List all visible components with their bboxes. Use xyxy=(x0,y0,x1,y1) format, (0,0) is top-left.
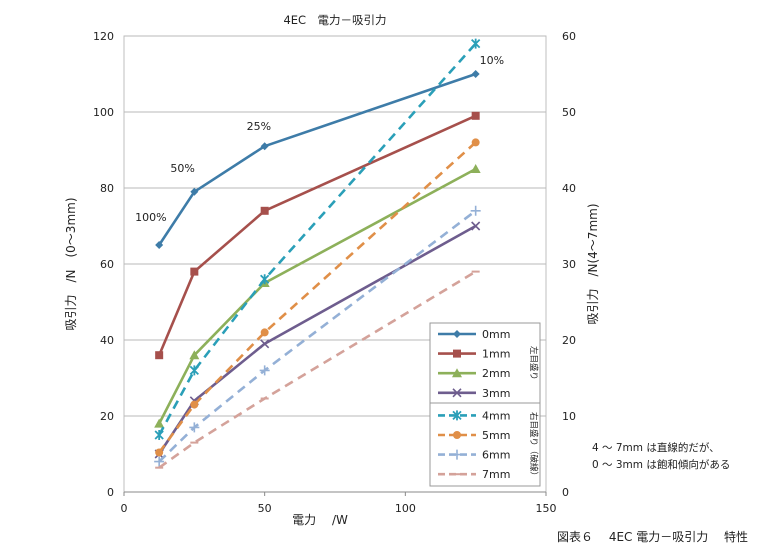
observation-note: 4 ～ 7mm は直線的だが、 0 ～ 3mm は飽和傾向がある xyxy=(592,440,730,474)
y-left-tick-label: 40 xyxy=(100,334,114,347)
legend-box xyxy=(429,322,541,487)
series-6mm-point xyxy=(470,205,481,216)
series-5mm-point xyxy=(260,328,269,337)
legend-group-right-label: 右目盛り（破線） xyxy=(528,412,539,480)
series-5mm-point xyxy=(190,400,199,409)
series-1mm-point xyxy=(471,111,480,120)
legend-item-4mm: 4mm xyxy=(438,409,510,422)
legend-item-6mm: 6mm xyxy=(438,449,510,462)
legend-marker xyxy=(452,368,462,378)
x-tick-label: 50 xyxy=(258,502,272,515)
y-left-tick-label: 20 xyxy=(100,410,114,423)
x-tick-label: 150 xyxy=(536,502,557,515)
legend-group-left-label: 左目盛り xyxy=(528,346,539,380)
annotation-label: 100% xyxy=(135,211,166,224)
x-axis-label: 電力 /W xyxy=(292,513,348,527)
y-right-axis-label: 吸引力 /N(4～7mm) xyxy=(586,203,600,324)
series-2mm-point xyxy=(154,418,165,428)
legend-item-3mm: 3mm xyxy=(438,387,510,400)
series-0mm-line xyxy=(158,72,477,246)
series-3mm-point xyxy=(471,221,481,231)
annotation-label: 50% xyxy=(170,162,194,175)
legend-item-2mm: 2mm xyxy=(438,367,510,380)
legend-item-1mm: 1mm xyxy=(438,348,510,361)
legend-label: 7mm xyxy=(482,468,510,481)
series-3mm-point xyxy=(260,339,270,349)
series-5mm-line xyxy=(158,141,477,454)
series-4mm-point xyxy=(154,430,164,440)
y-left-tick-label: 0 xyxy=(107,486,114,499)
observation-note-line-1: 4 ～ 7mm は直線的だが、 xyxy=(592,442,720,454)
series-0mm-point xyxy=(260,142,269,151)
legend-label: 4mm xyxy=(482,409,510,422)
legend-marker xyxy=(453,431,461,439)
y-left-tick-label: 100 xyxy=(93,106,114,119)
series-7mm-line xyxy=(158,270,477,469)
legend-marker xyxy=(453,349,461,358)
series-5mm-point xyxy=(155,448,164,457)
series-2mm-point xyxy=(470,164,481,173)
legend-marker xyxy=(452,410,462,421)
series-4mm-point xyxy=(471,38,481,49)
series-5mm-point xyxy=(471,138,480,147)
y-right-tick-label: 10 xyxy=(562,410,576,423)
chart-title: 4EC 電力－吸引力 xyxy=(283,13,386,27)
y-right-tick-label: 30 xyxy=(562,258,576,271)
legend-marker xyxy=(453,330,461,338)
y-right-tick-label: 0 xyxy=(562,486,569,499)
legend-item-7mm: 7mm xyxy=(438,468,510,481)
series-6mm-point xyxy=(259,365,270,376)
series-2mm-line xyxy=(158,167,477,425)
series-4mm-line xyxy=(158,42,477,436)
y-right-tick-label: 50 xyxy=(562,106,576,119)
series-6mm-line xyxy=(158,209,477,463)
legend-label: 5mm xyxy=(482,429,510,442)
legend-label: 3mm xyxy=(482,387,510,400)
series-1mm-point xyxy=(190,267,199,276)
observation-note-line-2: 0 ～ 3mm は飽和傾向がある xyxy=(592,459,731,471)
legend-label: 0mm xyxy=(482,328,510,341)
series-0mm-point xyxy=(471,70,480,78)
y-left-tick-label: 80 xyxy=(100,182,114,195)
x-tick-label: 100 xyxy=(395,502,416,515)
y-right-tick-label: 20 xyxy=(562,334,576,347)
legend-label: 1mm xyxy=(482,348,510,361)
y-left-tick-label: 120 xyxy=(93,30,114,43)
legend-item-5mm: 5mm xyxy=(438,429,510,442)
legend-marker xyxy=(452,388,462,398)
legend-marker xyxy=(452,449,462,460)
series-4mm xyxy=(154,38,481,440)
series-0mm-point xyxy=(155,241,164,249)
series-4mm-point xyxy=(260,274,270,285)
series-7mm xyxy=(155,270,480,469)
legend-label: 6mm xyxy=(482,449,510,462)
series-6mm xyxy=(154,205,481,467)
series-6mm-point xyxy=(189,422,200,433)
figure-caption: 図表６ 4EC 電力－吸引力 特性 xyxy=(557,530,749,544)
series-5mm xyxy=(155,138,480,457)
y-left-axis-label: 吸引力 /N (0～3mm) xyxy=(64,197,78,330)
series-4mm-point xyxy=(189,365,199,376)
series-1mm-line xyxy=(157,114,477,356)
annotation-label: 25% xyxy=(247,120,271,133)
series-0mm xyxy=(155,70,480,249)
y-left-tick-label: 60 xyxy=(100,258,114,271)
x-tick-label: 0 xyxy=(121,502,128,515)
legend-label: 2mm xyxy=(482,367,510,380)
series-6mm-point xyxy=(154,456,165,467)
legend-item-0mm: 0mm xyxy=(438,328,510,341)
series-1mm xyxy=(155,111,480,360)
series-2mm-point xyxy=(189,350,200,360)
annotation-label: 10% xyxy=(480,54,504,67)
series-1mm-point xyxy=(155,351,164,360)
series-0mm-point xyxy=(190,187,199,196)
y-right-tick-label: 60 xyxy=(562,30,576,43)
y-right-tick-label: 40 xyxy=(562,182,576,195)
series-1mm-point xyxy=(260,206,269,215)
